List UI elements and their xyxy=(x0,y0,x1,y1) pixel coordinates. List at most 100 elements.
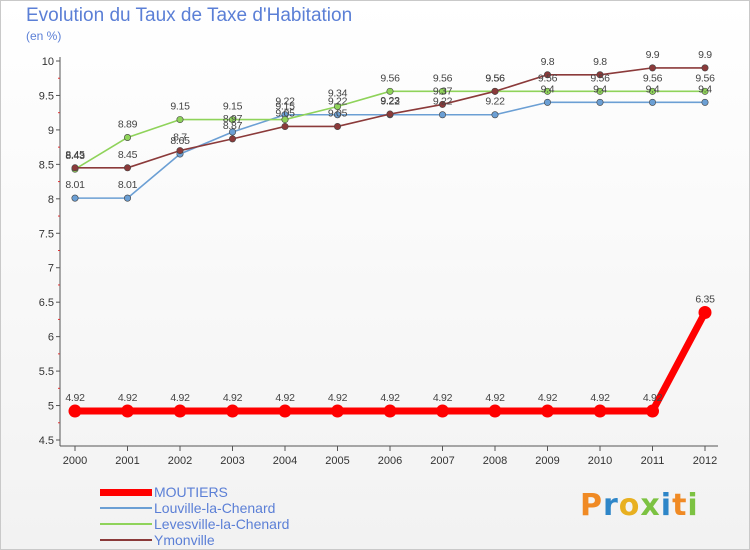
data-label: 9.56 xyxy=(643,72,663,84)
data-point xyxy=(176,116,184,124)
chart-legend: MOUTIERS Louville-la-Chenard Levesville-la… xyxy=(100,484,289,548)
data-label: 9.22 xyxy=(433,96,453,108)
data-label: 9.9 xyxy=(698,49,712,61)
x-tick-label: 2007 xyxy=(430,455,454,467)
y-tick-label: 6.5 xyxy=(39,297,54,309)
series-moutiers xyxy=(68,306,712,418)
data-point xyxy=(491,111,499,119)
y-tick-label: 9 xyxy=(48,125,54,137)
data-label: 8.89 xyxy=(118,118,138,130)
logo-letter: r xyxy=(603,488,619,523)
data-label: 9.22 xyxy=(380,96,400,108)
data-point xyxy=(596,71,604,79)
data-point xyxy=(646,404,659,418)
data-label: 9.4 xyxy=(541,83,555,95)
data-point xyxy=(333,122,341,130)
data-point xyxy=(386,87,394,95)
y-tick-label: 10 xyxy=(42,56,54,68)
data-label: 4.92 xyxy=(65,392,85,404)
data-label: 4.92 xyxy=(223,392,243,404)
data-label: 9.56 xyxy=(538,72,558,84)
data-point xyxy=(386,110,394,118)
data-label: 9.4 xyxy=(646,83,660,95)
x-tick-label: 2011 xyxy=(641,455,665,467)
x-tick-label: 2001 xyxy=(115,455,139,467)
data-label: 8.97 xyxy=(223,113,243,125)
data-label: 9.05 xyxy=(328,107,348,119)
data-point xyxy=(278,404,292,418)
legend-swatch xyxy=(100,488,152,496)
data-point xyxy=(281,116,289,124)
data-label: 8.7 xyxy=(173,132,187,144)
data-point xyxy=(124,194,132,202)
data-point xyxy=(226,404,239,418)
logo-letter: i xyxy=(660,488,673,523)
proxiti-logo: Proxiti xyxy=(580,488,699,523)
y-tick-label: 8 xyxy=(48,194,54,206)
chart-subtitle: (en %) xyxy=(26,29,62,43)
data-point xyxy=(436,404,449,418)
data-point xyxy=(543,98,551,106)
data-label: 8.45 xyxy=(65,149,85,161)
data-label: 9.56 xyxy=(485,72,505,84)
data-label: 8.43 xyxy=(65,150,85,162)
legend-swatch xyxy=(100,507,152,509)
data-label: 8.87 xyxy=(223,120,243,132)
y-tick-label: 7 xyxy=(48,263,54,275)
data-label: 4.92 xyxy=(380,392,400,404)
data-point xyxy=(121,404,134,418)
data-point xyxy=(333,111,341,119)
data-point xyxy=(596,87,604,95)
x-tick-label: 2008 xyxy=(483,455,507,467)
data-point xyxy=(229,135,237,143)
data-label: 9.8 xyxy=(593,56,607,68)
data-label: 9.23 xyxy=(380,95,400,107)
data-label: 8.45 xyxy=(118,149,138,161)
data-label: 9.22 xyxy=(275,96,295,108)
data-point xyxy=(648,64,656,72)
data-point xyxy=(71,194,79,202)
data-label: 9.56 xyxy=(485,72,505,84)
data-point xyxy=(648,87,656,95)
x-tick-label: 2006 xyxy=(378,455,402,467)
x-tick-label: 2003 xyxy=(220,455,244,467)
data-point xyxy=(596,98,604,106)
data-label: 9.56 xyxy=(433,72,453,84)
logo-letter: t xyxy=(672,488,688,523)
data-label: 9.34 xyxy=(328,87,348,99)
y-tick-label: 9.5 xyxy=(39,90,54,102)
data-label: 8.01 xyxy=(65,179,85,191)
logo-letter: x xyxy=(640,488,661,523)
data-point xyxy=(543,71,551,79)
data-label: 8.65 xyxy=(170,135,190,147)
y-tick-label: 7.5 xyxy=(39,228,54,240)
legend-item: Ymonville xyxy=(100,532,289,548)
data-label: 4.92 xyxy=(275,392,295,404)
logo-letter: P xyxy=(580,488,603,523)
data-label: 9.05 xyxy=(275,107,295,119)
data-label: 8.01 xyxy=(118,179,138,191)
data-label: 9.15 xyxy=(275,101,295,113)
x-tick-label: 2000 xyxy=(63,455,87,467)
data-point xyxy=(701,98,709,106)
legend-label: Ymonville xyxy=(154,532,215,548)
data-label: 9.15 xyxy=(223,101,243,113)
data-point xyxy=(124,164,132,172)
data-point xyxy=(383,404,397,418)
data-point xyxy=(701,87,709,95)
data-point xyxy=(593,404,607,418)
y-tick-label: 4.5 xyxy=(39,435,54,447)
data-point xyxy=(541,404,554,418)
data-label: 9.4 xyxy=(593,83,607,95)
logo-letter: o xyxy=(618,488,641,523)
data-point xyxy=(333,102,341,110)
data-point xyxy=(543,87,551,95)
legend-swatch xyxy=(100,523,152,525)
data-label: 9.4 xyxy=(698,83,712,95)
x-tick-label: 2002 xyxy=(168,455,192,467)
y-tick-label: 6 xyxy=(48,332,54,344)
data-label: 9.9 xyxy=(646,49,660,61)
data-point xyxy=(71,164,79,172)
legend-item: MOUTIERS xyxy=(100,484,289,500)
